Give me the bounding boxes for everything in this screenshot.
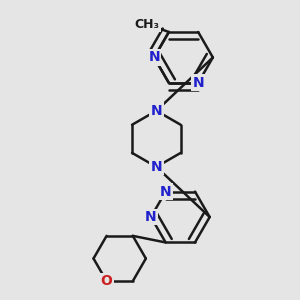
Text: N: N (151, 160, 162, 174)
Text: CH₃: CH₃ (135, 17, 160, 31)
Text: N: N (192, 76, 204, 90)
Text: N: N (148, 50, 160, 64)
Text: N: N (160, 184, 172, 199)
Text: N: N (145, 210, 157, 224)
Text: O: O (101, 274, 112, 288)
Text: N: N (151, 104, 162, 118)
